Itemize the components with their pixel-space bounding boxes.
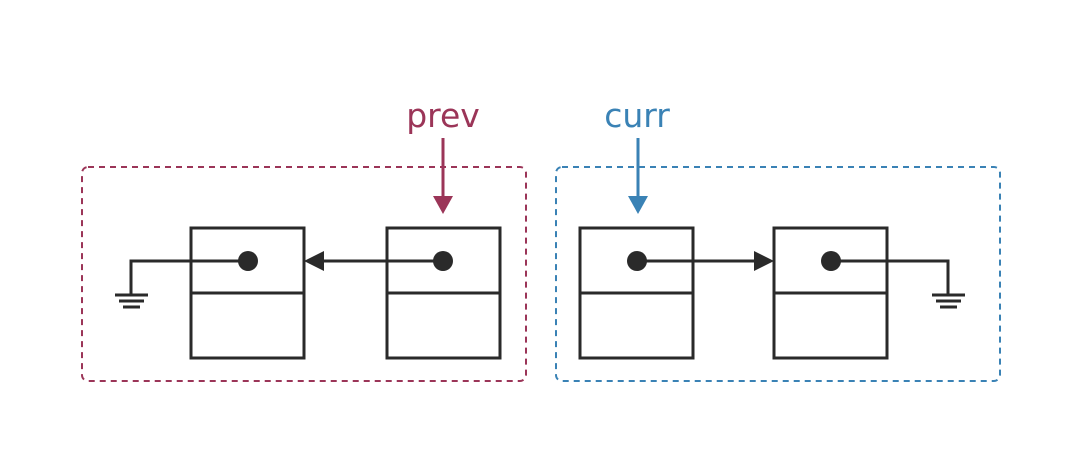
curr-group-box — [555, 166, 1001, 382]
null-link-right — [831, 259, 950, 295]
prev-label: prev — [406, 96, 480, 135]
curr-label: curr — [604, 96, 670, 135]
link-arrow-forward — [637, 251, 774, 271]
curr-pointer-arrow — [628, 138, 648, 214]
ground-icon — [932, 293, 965, 309]
null-link-left — [129, 259, 248, 295]
link-arrow-reversed — [304, 251, 443, 271]
ground-icon — [115, 293, 148, 309]
list-node — [385, 226, 502, 360]
prev-pointer-arrow — [433, 138, 453, 214]
list-node — [578, 226, 695, 360]
list-node — [189, 226, 306, 360]
prev-group-box — [81, 166, 527, 382]
list-node — [772, 226, 889, 360]
